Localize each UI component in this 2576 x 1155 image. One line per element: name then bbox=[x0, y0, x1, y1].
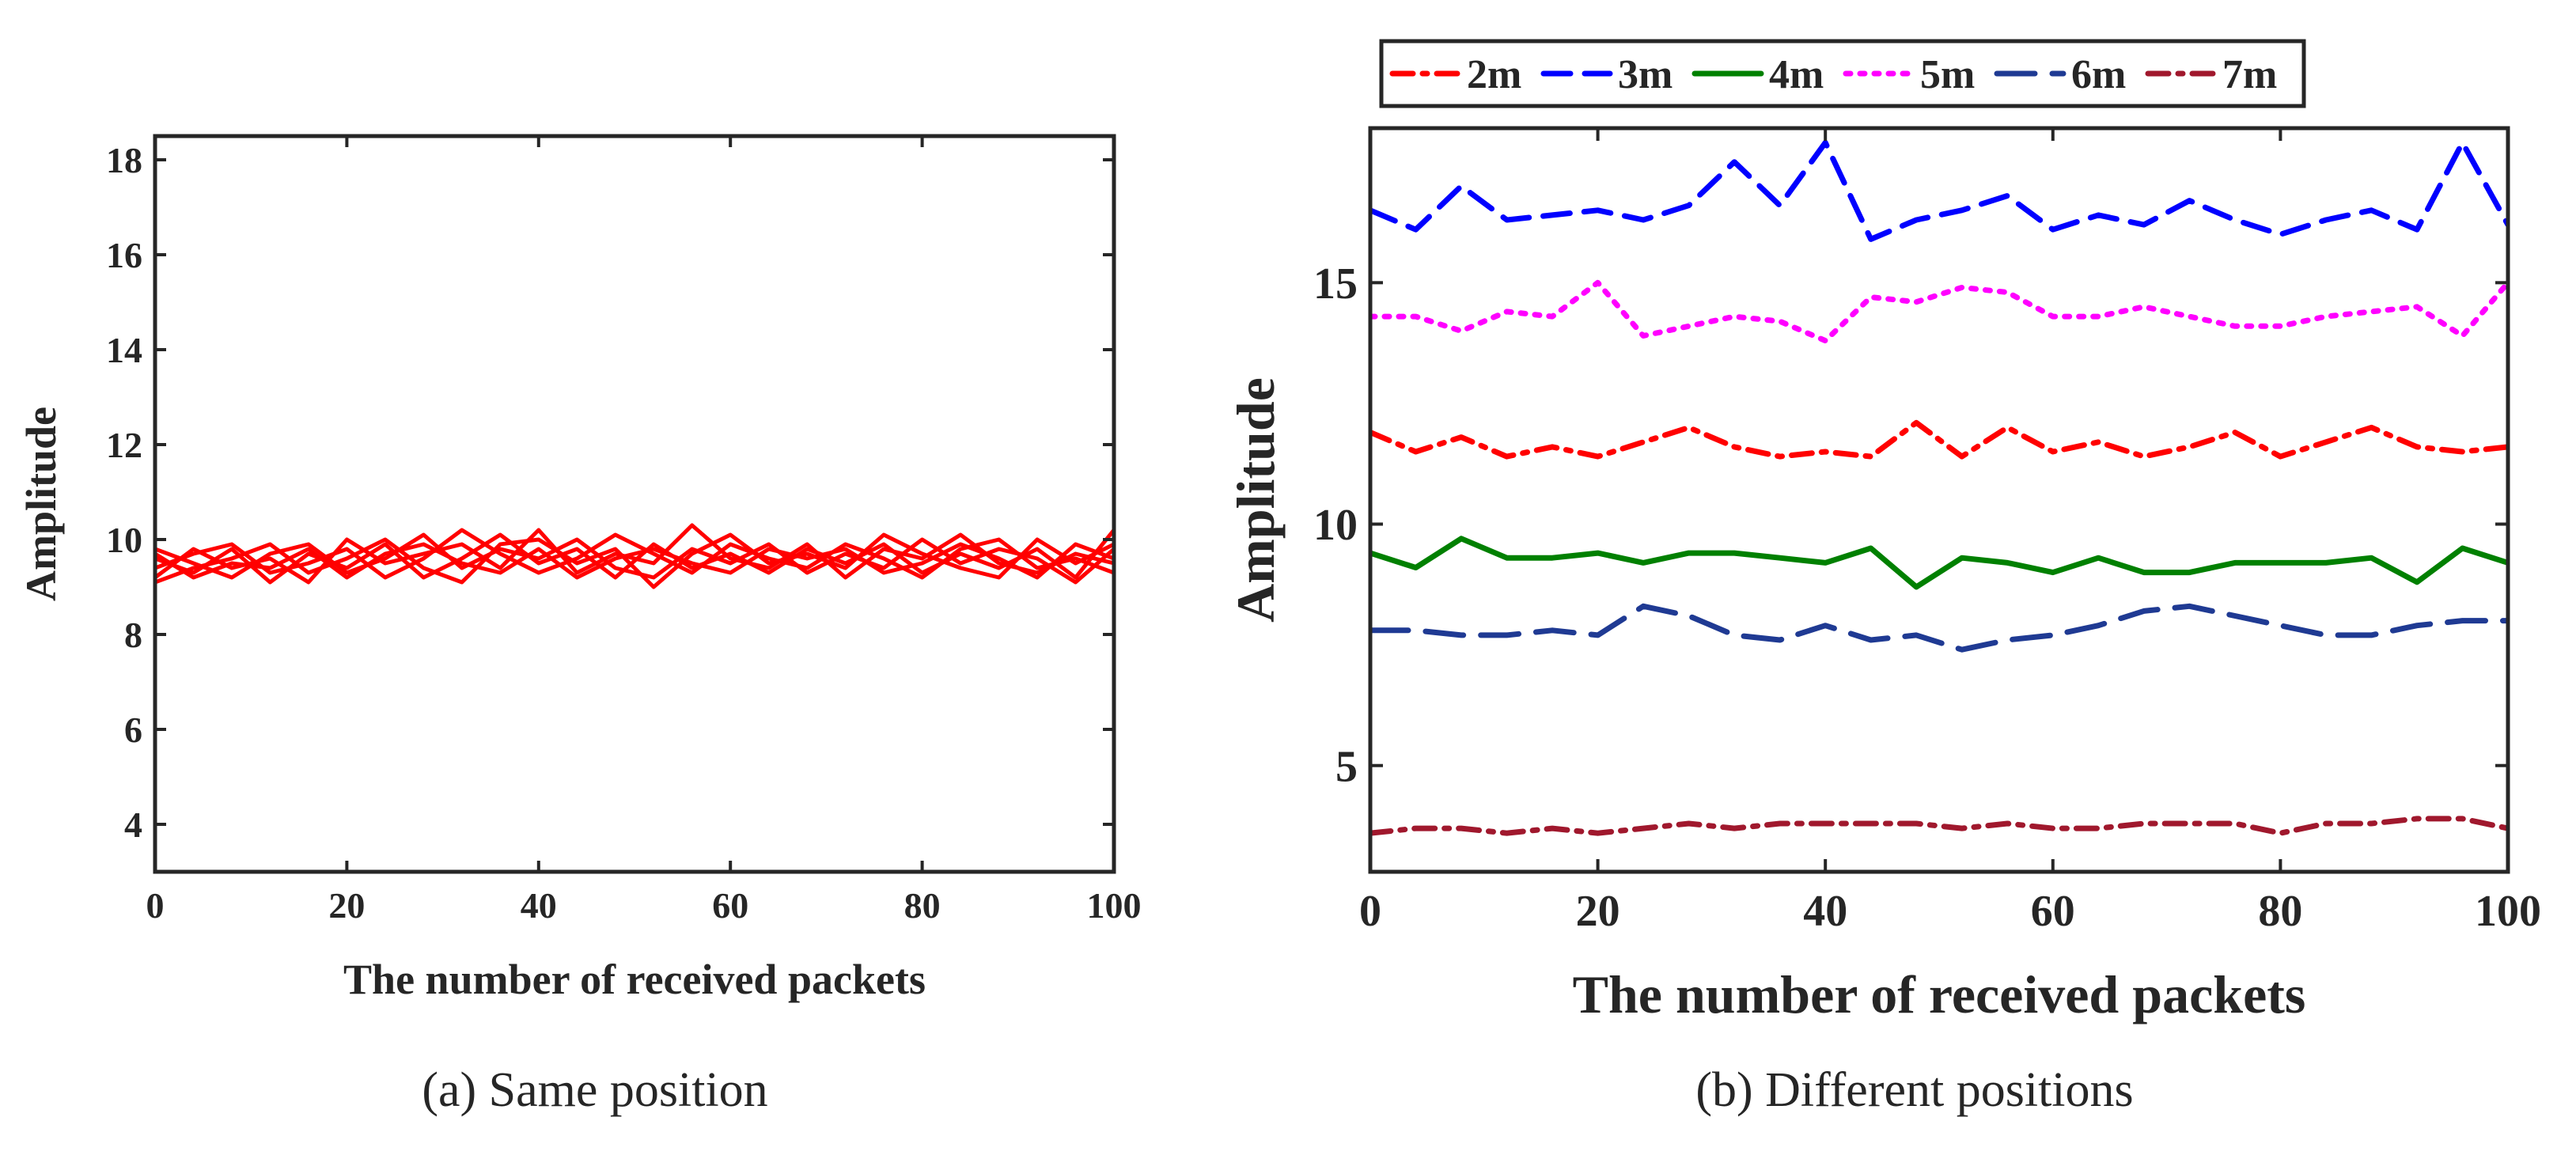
x-axis-title: The number of received packets bbox=[1573, 964, 2306, 1024]
x-tick-label: 80 bbox=[2258, 887, 2302, 936]
y-axis-title: Amplitude bbox=[17, 407, 65, 601]
series-line-trace-4 bbox=[155, 528, 1114, 580]
legend-item-6m: 6m bbox=[1994, 52, 2126, 97]
series-line-4m bbox=[1370, 536, 2508, 590]
legend-label: 7m bbox=[2222, 52, 2277, 97]
legend-item-7m: 7m bbox=[2145, 52, 2277, 97]
legend-label: 3m bbox=[1618, 52, 1673, 97]
x-tick-label: 60 bbox=[2031, 887, 2075, 936]
panel-caption: (b) Different positions bbox=[1695, 1063, 2133, 1117]
y-tick-label: 10 bbox=[1313, 501, 1358, 550]
series-line-trace-2 bbox=[155, 523, 1114, 585]
y-tick-label: 10 bbox=[106, 520, 142, 560]
y-tick-label: 5 bbox=[1335, 742, 1358, 791]
legend: 2m 3m 4m 5m 6m 7m bbox=[1379, 39, 2306, 108]
series-line-trace-3 bbox=[155, 532, 1114, 585]
legend-label: 4m bbox=[1769, 52, 1824, 97]
series-line-5m bbox=[1370, 279, 2508, 344]
series-line-7m bbox=[1370, 816, 2508, 836]
y-tick-label: 4 bbox=[124, 805, 142, 845]
axes-frame bbox=[153, 134, 1116, 874]
y-tick-label: 8 bbox=[124, 615, 142, 655]
legend-item-5m: 5m bbox=[1843, 52, 1975, 97]
y-axis-title: Amplitude bbox=[1225, 377, 1286, 623]
x-tick-label: 20 bbox=[328, 885, 365, 926]
panel-a-same-position: 0 20 40 60 80 100 4 6 8 10 12 14 16 18 The number of r… bbox=[17, 134, 1142, 1117]
y-tick-label: 16 bbox=[106, 235, 142, 275]
series-line-2m bbox=[1370, 419, 2508, 460]
x-tick-label: 40 bbox=[1803, 887, 1847, 936]
series-line-trace-6 bbox=[155, 542, 1114, 580]
plot-area bbox=[155, 523, 1114, 589]
x-tick-label: 0 bbox=[1359, 887, 1381, 936]
y-tick-label: 6 bbox=[124, 710, 142, 750]
legend-label: 5m bbox=[1920, 52, 1975, 97]
legend-label: 6m bbox=[2071, 52, 2126, 97]
legend-label: 2m bbox=[1467, 52, 1521, 97]
y-tick-label: 12 bbox=[106, 425, 142, 465]
panel-caption: (a) Same position bbox=[422, 1063, 767, 1117]
x-tick-label: 20 bbox=[1576, 887, 1620, 936]
legend-item-2m: 2m bbox=[1389, 52, 1521, 97]
legend-item-3m: 3m bbox=[1540, 52, 1673, 97]
y-tick-label: 15 bbox=[1313, 259, 1358, 309]
plot-area bbox=[1370, 139, 2508, 836]
x-tick-label: 80 bbox=[904, 885, 941, 926]
panel-b-different-positions: 0 20 40 60 80 100 5 10 15 The number of received … bbox=[1225, 39, 2541, 1117]
x-tick-label: 60 bbox=[712, 885, 748, 926]
series-line-trace-5 bbox=[155, 532, 1114, 589]
x-tick-label: 40 bbox=[521, 885, 557, 926]
x-tick-label: 0 bbox=[146, 885, 165, 926]
y-tick-label: 18 bbox=[106, 140, 142, 180]
x-tick-label: 100 bbox=[1087, 885, 1142, 926]
axes-frame bbox=[1368, 126, 2510, 874]
y-tick-label: 14 bbox=[106, 330, 142, 370]
x-tick-label: 100 bbox=[2475, 887, 2541, 936]
series-line-6m bbox=[1370, 603, 2508, 653]
x-axis-title: The number of received packets bbox=[343, 956, 926, 1003]
legend-item-4m: 4m bbox=[1691, 52, 1824, 97]
series-line-3m bbox=[1370, 139, 2508, 242]
